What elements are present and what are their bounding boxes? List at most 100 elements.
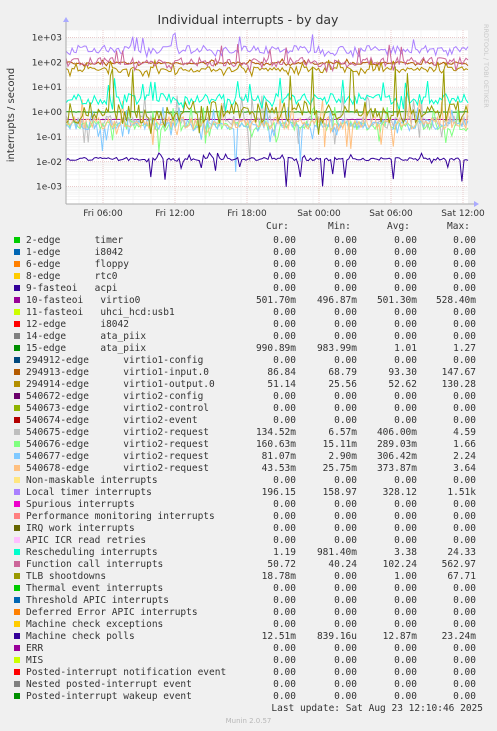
legend-min: 40.24 — [328, 559, 357, 570]
legend-label: 540673-edge virtio2-control — [26, 403, 210, 414]
legend-row: Posted-interrupt wakeup event 0.00 0.00 0.0… — [0, 691, 497, 703]
legend-min: 0.00 — [334, 307, 357, 318]
legend-row: 6-edge floppy 0.00 0.00 0.00 0.00 — [0, 259, 497, 271]
legend-min: 0.00 — [334, 523, 357, 534]
legend-max: 0.00 — [453, 475, 476, 486]
legend-max: 3.64 — [453, 463, 476, 474]
interrupts-chart: Individual interrupts - by day interrupt… — [6, 12, 490, 219]
legend-min: 0.00 — [334, 691, 357, 702]
legend-row: APIC ICR read retries 0.00 0.00 0.00 0.00 — [0, 535, 497, 547]
legend-swatch — [14, 429, 20, 435]
series-line — [65, 44, 469, 73]
legend-swatch — [14, 669, 20, 675]
legend-min: 983.99m — [316, 343, 357, 354]
legend-min: 25.75m — [322, 463, 357, 474]
legend-swatch — [14, 345, 20, 351]
legend-row: 294914-edge virtio1-output.0 51.14 25.56 52… — [0, 379, 497, 391]
legend-avg: 328.12 — [382, 487, 417, 498]
legend-row: 540678-edge virtio2-request 43.53m 25.75m 3… — [0, 463, 497, 475]
legend-max: 0.00 — [453, 319, 476, 330]
legend-row: Deferred Error APIC interrupts 0.00 0.00 0.… — [0, 607, 497, 619]
legend-min: 0.00 — [334, 619, 357, 630]
legend-min: 0.00 — [334, 415, 357, 426]
legend-avg: 501.30m — [376, 295, 417, 306]
legend-label: Nested posted-interrupt event — [26, 679, 192, 690]
legend-row: 12-edge i8042 0.00 0.00 0.00 0.00 — [0, 319, 497, 331]
y-tick-label: 1e+03 — [32, 33, 62, 43]
legend-max: 0.00 — [453, 679, 476, 690]
legend-min: 0.00 — [334, 511, 357, 522]
legend-cur: 0.00 — [273, 619, 296, 630]
legend-cur: 0.00 — [273, 283, 296, 294]
legend-min: 0.00 — [334, 643, 357, 654]
legend-avg: 12.87m — [382, 631, 417, 642]
legend-label: IRQ work interrupts — [26, 523, 135, 534]
legend-max: 4.59 — [453, 427, 476, 438]
legend-max: 130.28 — [441, 379, 476, 390]
legend-min: 0.00 — [334, 259, 357, 270]
legend-row: Spurious interrupts 0.00 0.00 0.00 0.00 — [0, 499, 497, 511]
legend-row: MIS 0.00 0.00 0.00 0.00 — [0, 655, 497, 667]
legend-swatch — [14, 321, 20, 327]
legend-swatch — [14, 249, 20, 255]
rrdtool-watermark: RRDTOOL / TOBI OETIKER — [482, 24, 490, 108]
legend-cur: 501.70m — [255, 295, 296, 306]
legend-row: 11-fasteoi uhci_hcd:usb1 0.00 0.00 0.00 0.00 — [0, 307, 497, 319]
legend-min: 0.00 — [334, 607, 357, 618]
legend-swatch — [14, 477, 20, 483]
legend-min: 0.00 — [334, 679, 357, 690]
column-header-cur: Cur: — [266, 221, 289, 232]
legend-row: Machine check exceptions 0.00 0.00 0.00 0.00 — [0, 619, 497, 631]
plot-area: 1e-03 1e-02 1e-01 1e+00 1e+01 1e+02 1e+03 Fri 0… — [32, 17, 485, 219]
legend-swatch — [14, 657, 20, 663]
legend-swatch — [14, 681, 20, 687]
legend-row: Nested posted-interrupt event 0.00 0.00 0.0… — [0, 679, 497, 691]
series-line — [65, 98, 469, 149]
legend-label: 294914-edge virtio1-output.0 — [26, 379, 215, 390]
legend-max: 0.00 — [453, 619, 476, 630]
legend-avg: 289.03m — [376, 439, 417, 450]
legend-max: 0.00 — [453, 691, 476, 702]
legend-label: Non-maskable interrupts — [26, 475, 158, 486]
legend-row: Local timer interrupts 196.15 158.97 328.12… — [0, 487, 497, 499]
legend-cur: 86.84 — [267, 367, 296, 378]
legend-min: 68.79 — [328, 367, 357, 378]
legend-label: Machine check exceptions — [26, 619, 164, 630]
legend-row: 14-edge ata_piix 0.00 0.00 0.00 0.00 — [0, 331, 497, 343]
legend-swatch — [14, 393, 20, 399]
legend-max: 0.00 — [453, 415, 476, 426]
legend-max: 0.00 — [453, 247, 476, 258]
x-tick-label: Sat 00:00 — [297, 209, 341, 219]
legend-avg: 0.00 — [394, 391, 417, 402]
legend-avg: 3.38 — [394, 547, 417, 558]
legend-label: 540672-edge virtio2-config — [26, 391, 204, 402]
legend-min: 6.57m — [328, 427, 357, 438]
legend-label: Machine check polls — [26, 631, 135, 642]
legend-row: 9-fasteoi acpi 0.00 0.00 0.00 0.00 — [0, 283, 497, 295]
series-line — [65, 66, 469, 135]
legend-min: 0.00 — [334, 331, 357, 342]
legend-label: 2-edge timer — [26, 235, 124, 246]
legend-swatch — [14, 597, 20, 603]
legend-swatch — [14, 621, 20, 627]
legend-max: 0.00 — [453, 511, 476, 522]
legend-swatch — [14, 417, 20, 423]
legend-row: IRQ work interrupts 0.00 0.00 0.00 0.00 — [0, 523, 497, 535]
legend-avg: 0.00 — [394, 511, 417, 522]
legend-cur: 196.15 — [261, 487, 296, 498]
legend-cur: 0.00 — [273, 355, 296, 366]
legend-swatch — [14, 489, 20, 495]
legend-label: 14-edge ata_piix — [26, 331, 147, 342]
legend-avg: 0.00 — [394, 523, 417, 534]
y-tick-label: 1e-03 — [36, 183, 62, 193]
legend-avg: 0.00 — [394, 499, 417, 510]
legend-avg: 1.00 — [394, 571, 417, 582]
legend-label: Local timer interrupts — [26, 487, 152, 498]
legend-row: 15-edge ata_piix 990.89m 983.99m 1.01 1.27 — [0, 343, 497, 355]
legend-label: 294913-edge virtio1-input.0 — [26, 367, 210, 378]
legend-avg: 0.00 — [394, 247, 417, 258]
legend-label: Performance monitoring interrupts — [26, 511, 215, 522]
legend-label: Threshold APIC interrupts — [26, 595, 169, 606]
legend-swatch — [14, 297, 20, 303]
legend-cur: 0.00 — [273, 643, 296, 654]
